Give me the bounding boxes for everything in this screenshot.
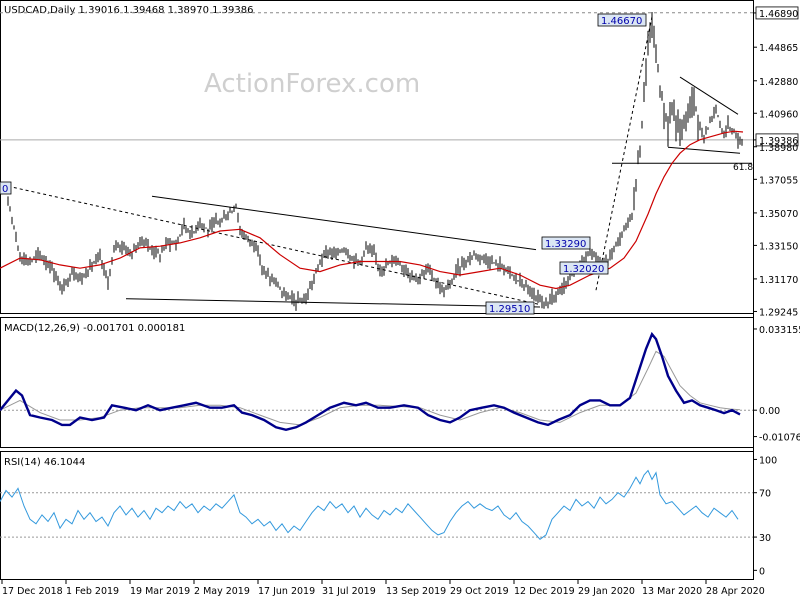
price-tick-label: 1.31170 bbox=[759, 275, 798, 286]
triangle-lower-line bbox=[667, 146, 741, 154]
annotation-box: 1.46670 bbox=[597, 13, 647, 27]
macd-header: MACD(12,26,9) -0.001701 0.000181 bbox=[4, 323, 185, 334]
price-tick-label: 1.40960 bbox=[759, 109, 798, 120]
rsi-guides bbox=[0, 492, 753, 538]
macd-tick-label: -0.010769 bbox=[759, 433, 800, 444]
price-tick-label: 1.29245 bbox=[759, 307, 798, 318]
rsi-tick-label: 30 bbox=[759, 533, 771, 544]
price-tick-label: 1.37055 bbox=[759, 175, 798, 186]
rally-dotted-line bbox=[595, 16, 653, 291]
annotation-box: 1.29510 bbox=[485, 301, 535, 315]
price-candles bbox=[1, 12, 743, 311]
time-tick-label: 1 Feb 2019 bbox=[66, 586, 119, 597]
lower-wedge-line bbox=[125, 298, 541, 308]
annotation-label: 1.29510 bbox=[489, 304, 530, 315]
price-tick-label: 1.39386 bbox=[759, 136, 798, 147]
time-tick-label: 19 Mar 2019 bbox=[130, 586, 190, 597]
price-label-box bbox=[755, 6, 799, 20]
price-header: USDCAD,Daily 1.39016 1.39468 1.38970 1.3… bbox=[4, 5, 254, 16]
time-axis: 17 Dec 2018 1 Feb 2019 19 Mar 2019 2 May 20… bbox=[1, 580, 765, 597]
triangle-upper-line bbox=[679, 76, 739, 115]
price-label-box bbox=[755, 133, 799, 147]
time-tick-label: 2 May 2019 bbox=[194, 586, 250, 597]
rsi-y-axis: 100 70 30 0 bbox=[753, 455, 777, 577]
panel-frames bbox=[0, 0, 754, 580]
annotation-label: 1.46670 bbox=[601, 16, 642, 27]
annotation-label: 1.32020 bbox=[563, 264, 604, 275]
price-tick-label: 1.35070 bbox=[759, 209, 798, 220]
rsi-line bbox=[0, 469, 739, 540]
annotation-rect bbox=[597, 13, 647, 27]
price-tick-label: 1.33150 bbox=[759, 241, 798, 252]
annotation-box: 1.32020 bbox=[559, 261, 609, 275]
left-clip-label: 0 bbox=[2, 184, 8, 195]
rsi-tick-label: 100 bbox=[759, 455, 777, 466]
price-guides bbox=[0, 12, 753, 141]
price-y-axis: 1.46890 1.44865 1.42880 1.40960 1.393861.389… bbox=[753, 6, 799, 318]
time-tick-label: 12 Dec 2019 bbox=[514, 586, 575, 597]
macd-y-axis: 0.033155 0.00 -0.010769 bbox=[753, 325, 800, 444]
time-tick-label: 13 Mar 2020 bbox=[642, 586, 702, 597]
price-tick-label: 1.46890 bbox=[759, 9, 798, 20]
upper-wedge-line bbox=[151, 195, 537, 251]
price-tick-label: 1.44865 bbox=[759, 43, 798, 54]
time-tick-label: 13 Sep 2019 bbox=[386, 586, 446, 597]
macd-tick-label: 0.00 bbox=[759, 406, 780, 417]
annotation-rect bbox=[485, 301, 535, 315]
time-tick-label: 29 Oct 2019 bbox=[450, 586, 509, 597]
left-clip-box bbox=[0, 181, 12, 195]
rsi-header: RSI(14) 46.1044 bbox=[4, 457, 85, 468]
price-tick-label: 1.42880 bbox=[759, 77, 798, 88]
time-tick-label: 29 Jan 2020 bbox=[578, 586, 635, 597]
time-tick-label: 17 Dec 2018 bbox=[2, 586, 63, 597]
price-trendlines bbox=[7, 16, 752, 308]
price-annotations: 1.46670 1.33290 1.32020 1.29510 61.8 0 bbox=[0, 13, 753, 315]
rsi-tick-label: 70 bbox=[759, 489, 771, 500]
price-tick-label: 1.38980 bbox=[759, 143, 798, 154]
time-tick-label: 17 Jun 2019 bbox=[258, 586, 315, 597]
macd-line bbox=[0, 331, 741, 432]
annotation-rect bbox=[559, 261, 609, 275]
moving-average-line bbox=[0, 130, 744, 290]
macd-tick-label: 0.033155 bbox=[759, 325, 800, 336]
time-tick-label: 31 Jul 2019 bbox=[322, 586, 376, 597]
watermark: ActionForex.com bbox=[204, 69, 420, 99]
annotation-rect bbox=[541, 236, 591, 250]
dotted-trendline bbox=[7, 185, 541, 306]
rsi-tick-label: 0 bbox=[759, 566, 765, 577]
time-tick-label: 28 Apr 2020 bbox=[706, 586, 765, 597]
fib-618-label: 61.8 bbox=[733, 163, 753, 173]
annotation-label: 1.33290 bbox=[545, 239, 586, 250]
annotation-box: 1.33290 bbox=[541, 236, 591, 250]
